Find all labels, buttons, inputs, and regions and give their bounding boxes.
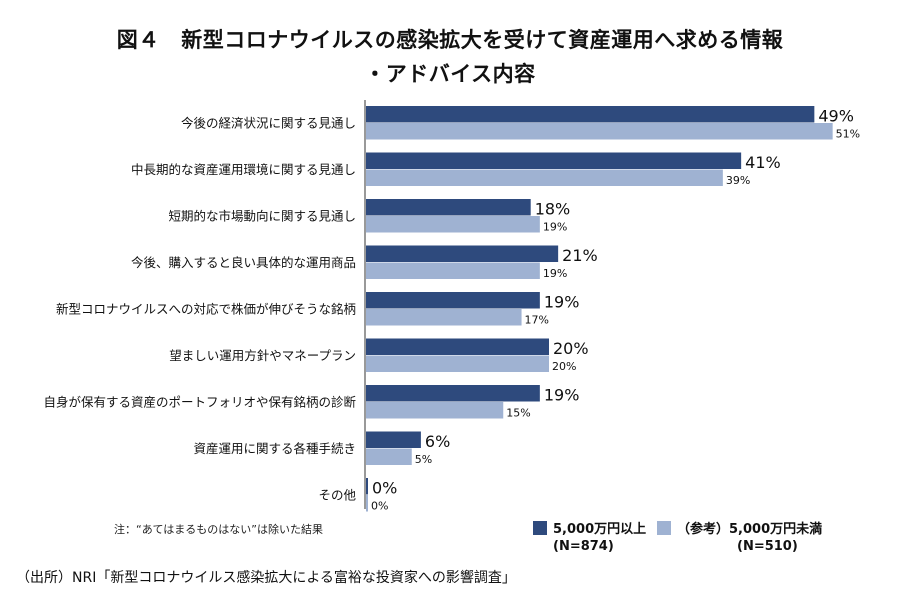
category-label: 新型コロナウイルスへの対応で株価が伸びそうな銘柄 bbox=[56, 302, 356, 317]
bar-series-1 bbox=[366, 245, 559, 262]
bar-series-2 bbox=[366, 216, 540, 233]
legend-n-series-1: (N=874) bbox=[553, 539, 614, 554]
data-label-series-1: 41% bbox=[745, 153, 781, 172]
data-label-series-2: 39% bbox=[726, 174, 750, 187]
category-label: その他 bbox=[318, 488, 356, 503]
legend-swatch-series-1 bbox=[533, 521, 547, 535]
bar-series-1 bbox=[366, 106, 815, 123]
category-label: 短期的な市場動向に関する見通し bbox=[168, 209, 356, 224]
category-label: 今後、購入すると良い具体的な運用商品 bbox=[131, 255, 356, 270]
bar-series-2 bbox=[366, 169, 723, 186]
data-label-series-2: 20% bbox=[552, 360, 576, 373]
data-label-series-2: 51% bbox=[836, 128, 860, 141]
data-label-series-1: 19% bbox=[544, 386, 580, 405]
category-label: 自身が保有する資産のポートフォリオや保有銘柄の診断 bbox=[43, 395, 356, 410]
data-label-series-1: 19% bbox=[544, 293, 580, 312]
data-label-series-2: 19% bbox=[543, 221, 567, 234]
bar-series-2 bbox=[366, 262, 540, 279]
legend-label-series-1: 5,000万円以上 bbox=[553, 522, 647, 537]
bar-series-2 bbox=[366, 123, 833, 140]
bar-series-1 bbox=[366, 199, 531, 216]
category-label: 中長期的な資産運用環境に関する見通し bbox=[131, 162, 356, 177]
bar-series-2 bbox=[366, 355, 549, 372]
data-label-series-1: 20% bbox=[553, 339, 589, 358]
chart-subtitle: ・アドバイス内容 bbox=[364, 62, 536, 86]
data-label-series-2: 19% bbox=[543, 267, 567, 280]
legend-item-series-2: （参考）5,000万円未満 (N=510) bbox=[657, 521, 822, 555]
data-label-series-2: 5% bbox=[415, 453, 432, 466]
data-label-series-1: 49% bbox=[818, 107, 854, 126]
bar-series-2 bbox=[366, 309, 522, 326]
bar-series-1 bbox=[366, 152, 742, 169]
legend-item-series-1: 5,000万円以上 (N=874) bbox=[533, 521, 646, 555]
bar-series-2 bbox=[366, 448, 412, 465]
chart-note: 注：“あてはまるものはない”は除いた結果 bbox=[114, 523, 323, 536]
category-label: 望ましい運用方針やマネープラン bbox=[169, 348, 356, 363]
bar-series-1 bbox=[366, 385, 540, 402]
legend-n-series-2: (N=510) bbox=[737, 539, 798, 554]
bar-series-1 bbox=[366, 431, 421, 448]
legend-label-series-2: （参考）5,000万円未満 bbox=[677, 522, 823, 537]
data-label-series-1: 18% bbox=[535, 200, 571, 219]
category-label: 資産運用に関する各種手続き bbox=[193, 441, 356, 456]
bar-series-1 bbox=[366, 292, 540, 309]
bar-series-2 bbox=[366, 402, 504, 419]
legend-swatch-series-2 bbox=[657, 521, 671, 535]
bar-series-1 bbox=[366, 478, 368, 495]
bar-series-1 bbox=[366, 338, 549, 355]
bar-series-2 bbox=[366, 495, 368, 512]
data-label-series-2: 17% bbox=[525, 314, 549, 327]
chart-title: 図４ 新型コロナウイルスの感染拡大を受けて資産運用へ求める情報 bbox=[116, 28, 784, 52]
category-label: 今後の経済状況に関する見通し bbox=[181, 116, 356, 131]
data-label-series-1: 0% bbox=[372, 479, 397, 498]
data-label-series-2: 0% bbox=[371, 500, 388, 513]
data-label-series-1: 21% bbox=[562, 246, 598, 265]
data-label-series-1: 6% bbox=[425, 432, 450, 451]
source-text: （出所）NRI「新型コロナウイルス感染拡大による富裕な投資家への影響調査」 bbox=[16, 570, 516, 586]
data-label-series-2: 15% bbox=[506, 407, 530, 420]
